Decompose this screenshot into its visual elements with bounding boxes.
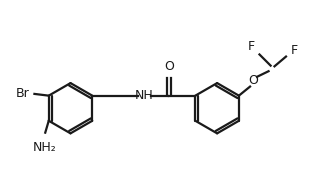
Text: Br: Br [16,87,30,100]
Text: F: F [248,40,255,53]
Text: F: F [291,45,298,57]
Text: O: O [249,74,258,87]
Text: NH₂: NH₂ [33,141,56,154]
Text: O: O [164,60,174,73]
Text: NH: NH [135,89,153,102]
